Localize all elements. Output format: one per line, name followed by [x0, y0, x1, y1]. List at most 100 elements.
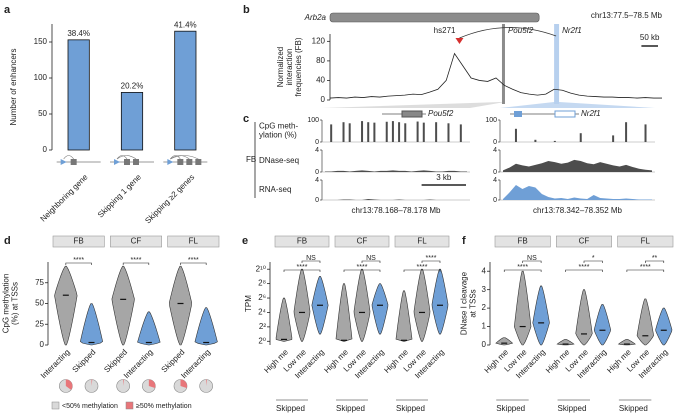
x-tick-label: Neighboring gene — [39, 172, 90, 223]
y-tick-label: 4 — [482, 266, 487, 275]
gene-icon — [177, 159, 184, 165]
violin — [194, 307, 218, 346]
significance-label: **** — [73, 257, 84, 264]
facet-label: CF — [579, 237, 590, 246]
y-axis-label: frequencies (FB) — [294, 37, 303, 96]
violin — [636, 298, 654, 346]
y-tick-label: 25 — [35, 319, 44, 328]
y-axis-label: interaction — [285, 49, 294, 86]
gene-model-exon — [401, 110, 423, 118]
enhancer-label: hs271 — [434, 26, 456, 35]
gene-label: Nr2f1 — [581, 109, 601, 118]
pie-wedge — [91, 379, 93, 386]
y-axis-label: (%) at TSSs — [11, 282, 20, 325]
facet-label: FL — [189, 237, 199, 246]
violin — [556, 339, 575, 346]
gene-model-exon — [514, 111, 522, 117]
legend-label: ≥50% methylation — [136, 403, 192, 410]
significance-label: **** — [426, 255, 437, 262]
loop-icon — [170, 155, 199, 160]
y-tick-label: 2¹⁰ — [256, 264, 266, 273]
y-tick-label: 50 — [38, 109, 47, 118]
cpg-bar — [447, 123, 450, 142]
facet-header — [274, 235, 330, 248]
facet-header — [494, 235, 551, 248]
bar-annotation: 41.4% — [174, 20, 197, 29]
significance-label: NS — [366, 255, 376, 262]
bar-annotation: 38.4% — [67, 29, 90, 38]
panel-label: a — [4, 4, 11, 16]
gene-icon — [70, 159, 77, 165]
y-tick-label: 1 — [482, 322, 487, 331]
gene-icon — [124, 159, 130, 165]
y-tick-label: 0 — [315, 139, 319, 146]
y-tick-label: 100 — [307, 117, 319, 124]
y-tick-label: 75 — [35, 278, 44, 287]
group-label: Skipped — [276, 404, 305, 413]
y-tick-label: 120 — [312, 36, 326, 45]
violin — [111, 265, 135, 346]
violin — [655, 307, 673, 346]
group-label: Skipped — [336, 404, 365, 413]
y-tick-label: 150 — [34, 37, 48, 46]
significance-bracket — [403, 269, 441, 272]
gene-model-exon — [554, 110, 576, 118]
cpg-bar — [612, 135, 615, 142]
significance-bracket — [583, 260, 603, 263]
signal-area — [325, 170, 467, 172]
y-axis-label: TPM — [244, 295, 253, 312]
significance-bracket — [122, 262, 150, 265]
y-tick-label: 2 — [482, 303, 487, 312]
cpg-bar — [398, 122, 401, 142]
cpg-bar — [435, 122, 438, 142]
cpg-bar — [579, 133, 582, 142]
gene-label: Pou5f2 — [428, 109, 454, 118]
y-tick-label: 2⁴ — [258, 308, 266, 317]
track-label: DNase-seq — [259, 156, 299, 165]
signal-area — [503, 185, 652, 200]
gene-label: Nr2f1 — [562, 26, 582, 35]
significance-label: **** — [517, 264, 528, 271]
zoom-funnel — [322, 102, 505, 108]
region-label: chr13:78.342–78.352 Mb — [533, 206, 623, 215]
group-label: FB — [246, 155, 256, 164]
track-label: ylation (%) — [259, 131, 297, 140]
significance-label: **** — [417, 264, 428, 271]
cpg-bar — [625, 122, 628, 142]
facet-label: FB — [74, 237, 84, 246]
cpg-bar — [342, 122, 345, 142]
legend-swatch — [125, 401, 134, 410]
facet-header — [556, 235, 612, 248]
significance-label: * — [592, 255, 595, 262]
cpg-bar — [644, 124, 647, 142]
gene-icon — [133, 159, 139, 165]
cpg-bar — [459, 124, 462, 142]
y-axis-label: DNase I cleavage — [460, 271, 469, 335]
violin — [137, 311, 161, 346]
significance-bracket — [301, 260, 321, 263]
group-label: Skipped — [496, 404, 525, 413]
violin — [495, 337, 514, 346]
significance-label: NS — [527, 255, 537, 262]
y-tick-label: 0 — [321, 95, 326, 104]
group-label: Skipped — [396, 404, 425, 413]
significance-label: ** — [652, 255, 658, 262]
significance-label: NS — [306, 255, 316, 262]
y-tick-label: 2⁶ — [258, 293, 266, 302]
facet-label: CF — [131, 237, 142, 246]
x-tick-label: Skipped — [71, 348, 98, 375]
panel-label: b — [243, 4, 250, 16]
y-tick-label: 4 — [493, 177, 497, 184]
cpg-bar — [391, 121, 394, 142]
violin — [575, 289, 593, 346]
cpg-bar — [422, 122, 425, 142]
significance-bracket — [361, 260, 381, 263]
y-tick-label: 0 — [43, 145, 48, 154]
y-tick-label: 40 — [316, 76, 325, 85]
significance-bracket — [503, 269, 542, 272]
gene-icon — [195, 159, 202, 165]
significance-bracket — [421, 260, 441, 263]
y-tick-label: 0 — [315, 169, 319, 176]
y-tick-label: 0 — [315, 197, 319, 204]
